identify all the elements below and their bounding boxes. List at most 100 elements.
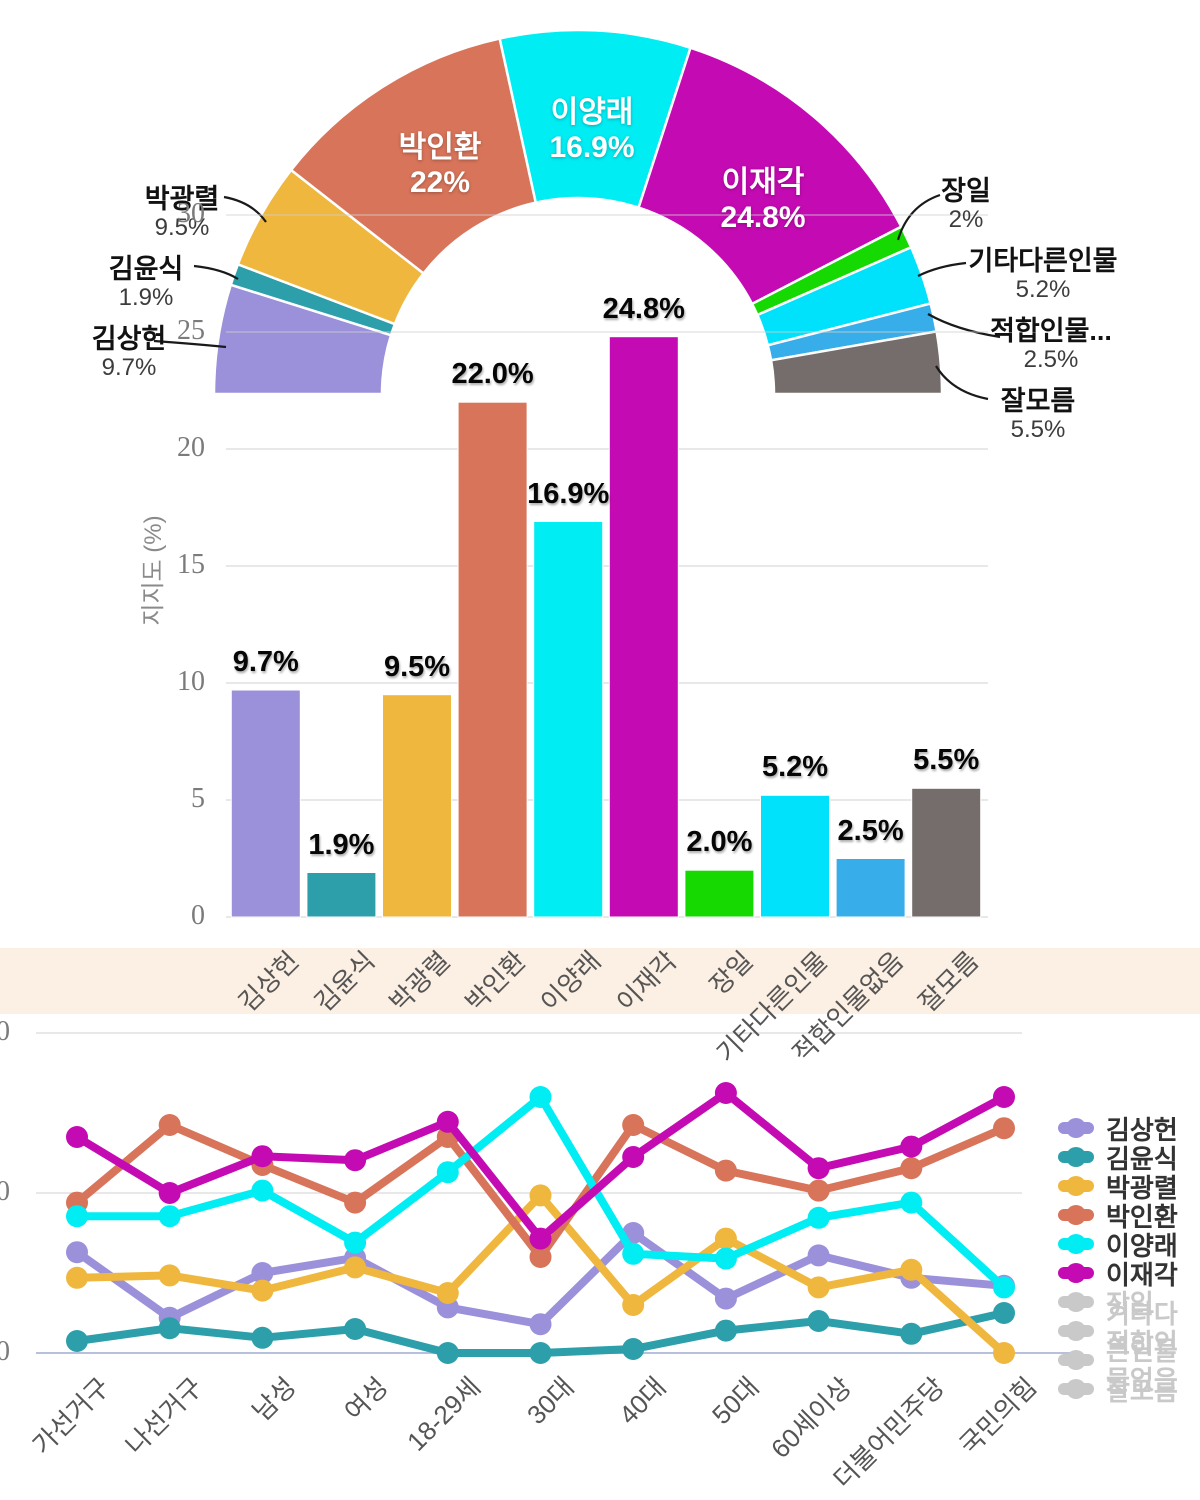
- line-dot-3-6[interactable]: [622, 1114, 645, 1136]
- bar-3[interactable]: [457, 401, 528, 918]
- line-dot-5-8[interactable]: [807, 1157, 830, 1180]
- bar-6[interactable]: [684, 869, 755, 918]
- line-dot-1-7[interactable]: [714, 1319, 737, 1342]
- donut-callout-label: 박광렬 9.5%: [72, 184, 292, 242]
- line-dot-0-0[interactable]: [66, 1241, 88, 1264]
- line-dot-4-2[interactable]: [251, 1179, 274, 1202]
- legend-item-7[interactable]: 기타다른인물: [1058, 1299, 1200, 1366]
- donut-leader-line: [896, 193, 941, 241]
- line-dot-4-4[interactable]: [436, 1161, 459, 1184]
- line-dot-3-7[interactable]: [714, 1159, 737, 1182]
- legend-item-1[interactable]: 김윤식: [1058, 1143, 1178, 1174]
- line-dot-0-8[interactable]: [807, 1244, 830, 1267]
- line-series-5[interactable]: [73, 1089, 1008, 1243]
- line-dot-5-10[interactable]: [993, 1086, 1015, 1108]
- bar-y-tick: 30: [177, 198, 205, 229]
- line-dot-4-9[interactable]: [900, 1191, 923, 1214]
- donut-callout-label: 적합인물... 2.5%: [941, 316, 1161, 374]
- line-dot-2-5[interactable]: [529, 1184, 552, 1207]
- legend-item-6[interactable]: 장일: [1058, 1288, 1154, 1319]
- legend-item-8[interactable]: 적합인물없음: [1058, 1328, 1200, 1395]
- legend-label: 이양래: [1106, 1230, 1178, 1261]
- line-dot-2-3[interactable]: [344, 1256, 367, 1279]
- line-dot-2-8[interactable]: [807, 1276, 830, 1299]
- donut-leader-line: [917, 261, 967, 277]
- line-dot-1-2[interactable]: [251, 1326, 274, 1349]
- legend-label: 김상헌: [1106, 1114, 1178, 1145]
- bar-value-label: 9.7%: [232, 646, 299, 679]
- legend-item-2[interactable]: 박광렬: [1058, 1172, 1178, 1203]
- line-dot-5-0[interactable]: [66, 1126, 88, 1148]
- line-dot-5-2[interactable]: [251, 1145, 274, 1168]
- line-dot-0-5[interactable]: [529, 1313, 552, 1336]
- line-dot-1-8[interactable]: [807, 1310, 830, 1332]
- line-dot-3-10[interactable]: [993, 1117, 1015, 1140]
- line-dot-1-3[interactable]: [344, 1318, 367, 1340]
- line-dot-5-3[interactable]: [344, 1149, 367, 1172]
- line-dot-5-5[interactable]: [529, 1227, 552, 1250]
- line-dot-5-1[interactable]: [158, 1182, 181, 1204]
- bar-4[interactable]: [533, 521, 604, 918]
- line-dot-5-9[interactable]: [900, 1135, 923, 1158]
- legend-item-5[interactable]: 이재각: [1058, 1259, 1178, 1290]
- line-dot-1-10[interactable]: [993, 1302, 1015, 1324]
- line-dot-0-2[interactable]: [251, 1262, 274, 1284]
- bar-5[interactable]: [608, 336, 679, 918]
- legend-item-4[interactable]: 이양래: [1058, 1230, 1178, 1261]
- line-dot-4-3[interactable]: [344, 1231, 367, 1254]
- line-dot-1-1[interactable]: [158, 1317, 181, 1340]
- line-dot-2-6[interactable]: [622, 1294, 645, 1316]
- line-dot-1-0[interactable]: [66, 1330, 88, 1352]
- line-dot-4-8[interactable]: [807, 1206, 830, 1229]
- donut-inside-name: 이양래: [550, 96, 634, 129]
- bar-2[interactable]: [382, 694, 452, 918]
- line-dot-1-6[interactable]: [622, 1338, 645, 1360]
- line-dot-2-4[interactable]: [436, 1282, 459, 1304]
- line-dot-3-5[interactable]: [529, 1246, 552, 1268]
- line-dot-4-7[interactable]: [714, 1247, 737, 1270]
- bar-value-label: 16.9%: [527, 477, 610, 510]
- line-dot-3-9[interactable]: [900, 1157, 923, 1180]
- legend-item-0[interactable]: 김상헌: [1058, 1114, 1178, 1145]
- line-dot-3-8[interactable]: [807, 1179, 830, 1202]
- line-dot-5-6[interactable]: [622, 1146, 645, 1168]
- bar-value-label: 2.0%: [686, 826, 753, 859]
- bar-y-tick: 5: [191, 783, 205, 814]
- line-dot-2-1[interactable]: [158, 1264, 181, 1287]
- line-dot-3-1[interactable]: [158, 1114, 181, 1136]
- line-dot-2-2[interactable]: [251, 1279, 274, 1302]
- line-dot-2-10[interactable]: [993, 1342, 1015, 1364]
- line-dot-4-0[interactable]: [66, 1205, 88, 1228]
- line-dot-4-1[interactable]: [158, 1205, 181, 1228]
- bar-1[interactable]: [306, 872, 377, 918]
- line-dot-3-3[interactable]: [344, 1191, 367, 1214]
- legend-item-9[interactable]: 잘모름: [1058, 1375, 1178, 1406]
- legend-label: 박광렬: [1106, 1172, 1178, 1203]
- donut-callout-name: 김윤식: [108, 254, 184, 284]
- line-dot-4-5[interactable]: [529, 1086, 552, 1108]
- bar-8[interactable]: [835, 858, 906, 918]
- line-dot-4-10[interactable]: [993, 1276, 1015, 1299]
- bar-9[interactable]: [911, 787, 982, 918]
- line-dot-1-9[interactable]: [900, 1322, 923, 1345]
- line-dot-2-9[interactable]: [900, 1258, 923, 1281]
- donut-callout-pct: 9.7%: [101, 354, 157, 381]
- bar-7[interactable]: [760, 794, 830, 918]
- donut-leader-line: [927, 313, 1001, 339]
- line-dot-5-4[interactable]: [436, 1110, 459, 1133]
- line-dot-1-5[interactable]: [529, 1342, 552, 1364]
- line-dot-0-7[interactable]: [714, 1287, 737, 1310]
- donut-callout-pct: 2%: [948, 206, 984, 233]
- donut-slice-9[interactable]: [769, 329, 944, 396]
- donut-callout-name: 기타다른인물: [968, 246, 1118, 276]
- line-dot-2-0[interactable]: [66, 1266, 88, 1289]
- line-dot-1-4[interactable]: [436, 1342, 459, 1364]
- legend-label: 김윤식: [1106, 1143, 1178, 1174]
- legend-item-3[interactable]: 박인환: [1058, 1201, 1178, 1232]
- line-dot-4-6[interactable]: [622, 1242, 645, 1265]
- line-dot-5-7[interactable]: [714, 1082, 737, 1104]
- bar-0[interactable]: [230, 689, 301, 918]
- line-dot-2-7[interactable]: [714, 1227, 737, 1250]
- legend-label: 이재각: [1106, 1259, 1178, 1290]
